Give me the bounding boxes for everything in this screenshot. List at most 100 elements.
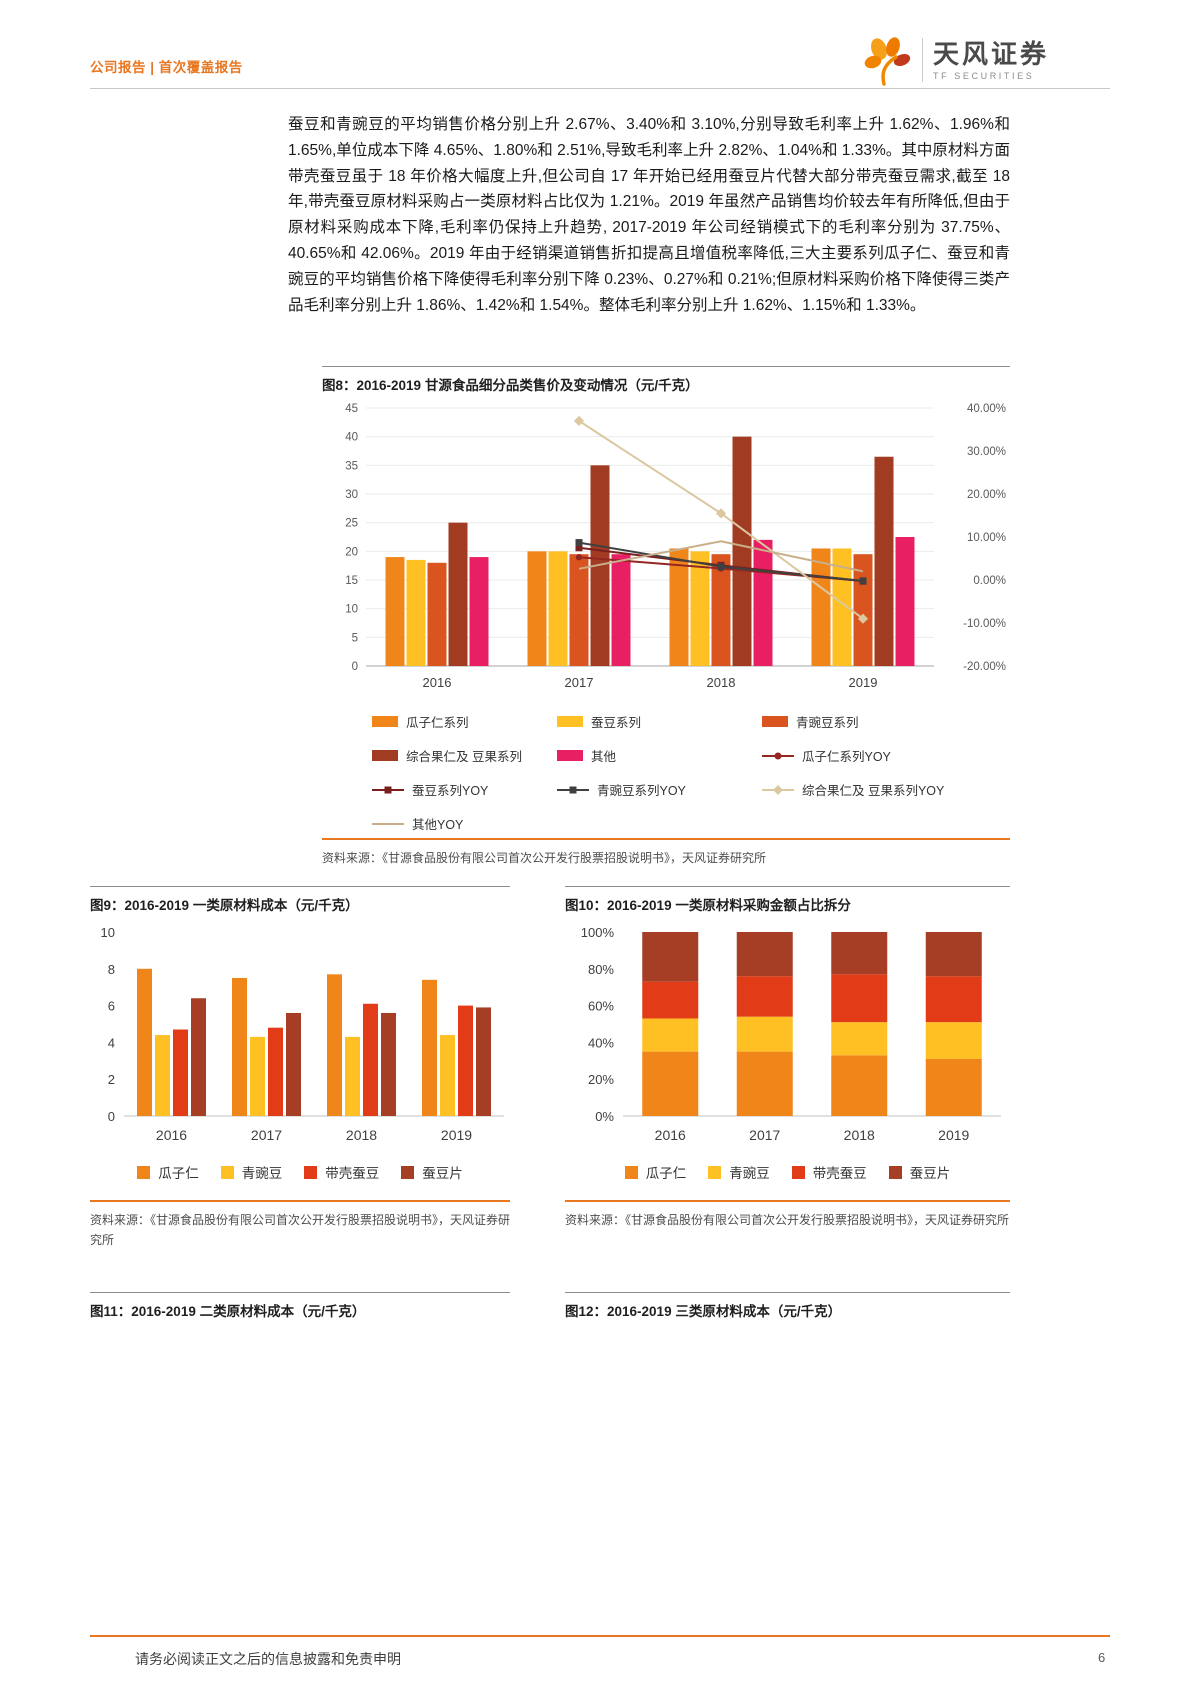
legend-item: 瓜子仁系列YOY [762, 746, 1012, 765]
legend-label: 瓜子仁 [645, 1166, 687, 1181]
svg-text:100%: 100% [581, 925, 615, 940]
legend-label: 蚕豆系列 [591, 716, 642, 730]
page-number: 6 [1098, 1650, 1106, 1665]
legend-label: 带壳蚕豆 [325, 1166, 380, 1181]
svg-text:0: 0 [352, 661, 358, 673]
fig10-chart: 0% 20% 40% 60% 80% 100% 2016 2017 2018 2019 [581, 925, 1001, 1143]
legend-label: 带壳蚕豆 [812, 1166, 867, 1181]
legend-swatch [791, 1165, 805, 1179]
legend-item: 带壳蚕豆 [304, 1162, 379, 1182]
legend-item: 综合果仁及 豆果系列YOY [762, 780, 1012, 799]
legend-item: 蚕豆系列 [557, 712, 762, 731]
fig10-legend: 瓜子仁 青豌豆 带壳蚕豆 蚕豆片 [565, 1162, 1010, 1182]
fig8-source-divider [322, 838, 1010, 840]
legend-item: 蚕豆片 [888, 1162, 951, 1182]
legend-label: 蚕豆系列YOY [412, 784, 489, 798]
legend-label: 瓜子仁系列 [406, 716, 469, 730]
legend-label: 其他 [591, 750, 617, 764]
legend-item: 瓜子仁 [624, 1162, 687, 1182]
svg-text:45: 45 [345, 403, 358, 415]
logo-divider [922, 38, 923, 82]
legend-item: 青豌豆系列YOY [557, 780, 762, 799]
legend-label: 瓜子仁 [158, 1166, 199, 1181]
legend-label: 蚕豆片 [909, 1166, 951, 1181]
legend-label: 其他YOY [412, 818, 464, 832]
legend-swatch [557, 716, 583, 727]
svg-text:10: 10 [345, 604, 358, 616]
legend-label: 青豌豆系列YOY [597, 784, 686, 798]
legend-line-swatch [372, 786, 404, 793]
fig8-chart: 0 5 10 15 20 25 30 35 40 45 -20.00% -10.00% 0.00% 10.… [345, 403, 1006, 690]
legend-label: 蚕豆片 [422, 1166, 463, 1181]
legend-line-swatch [372, 822, 404, 825]
legend-label: 青豌豆 [241, 1166, 283, 1181]
legend-label: 综合果仁及 豆果系列 [406, 750, 522, 764]
legend-label: 瓜子仁系列YOY [802, 750, 891, 764]
legend-item: 综合果仁及 豆果系列 [372, 746, 557, 765]
legend-label: 青豌豆 [729, 1166, 770, 1181]
legend-swatch [557, 750, 583, 761]
fig10-source-divider [565, 1200, 1010, 1202]
fig8-source: 资料来源：《甘源食品股份有限公司首次公开发行股票招股说明书》，天风证券研究所 [322, 851, 767, 865]
fig9-caption: 图9：2016-2019 一类原材料成本（元/千克） [90, 886, 510, 914]
brand-name: 天风证券 [933, 38, 1050, 69]
svg-text:2017: 2017 [749, 1127, 780, 1143]
tf-securities-logo: 天风证券 TF SECURITIES [860, 34, 1049, 86]
svg-text:5: 5 [352, 632, 358, 644]
fig9-source-divider [90, 1200, 510, 1202]
legend-swatch [372, 716, 398, 727]
svg-text:0%: 0% [595, 1109, 614, 1124]
tf-logo-flower-icon [864, 37, 911, 86]
legend-swatch [401, 1165, 415, 1179]
legend-swatch [624, 1165, 638, 1179]
svg-text:2016: 2016 [423, 675, 452, 690]
fig9-legend: 瓜子仁 青豌豆 带壳蚕豆 蚕豆片 [90, 1162, 510, 1182]
legend-item: 瓜子仁系列 [372, 712, 557, 731]
fig10-caption: 图10：2016-2019 一类原材料采购金额占比拆分 [565, 886, 1010, 914]
svg-text:40.00%: 40.00% [967, 403, 1006, 415]
svg-text:20: 20 [345, 546, 358, 558]
svg-text:2018: 2018 [346, 1127, 377, 1143]
svg-text:30.00%: 30.00% [967, 446, 1006, 458]
svg-text:2019: 2019 [441, 1127, 472, 1143]
legend-item: 其他YOY [372, 814, 557, 833]
svg-text:8: 8 [108, 962, 115, 977]
legend-swatch [762, 716, 788, 727]
report-type-label: 公司报告 | 首次覆盖报告 [90, 60, 243, 75]
legend-item: 蚕豆系列YOY [372, 780, 557, 799]
body-paragraph: 蚕豆和青豌豆的平均销售价格分别上升 2.67%、3.40%和 3.10%,分别导… [288, 116, 1010, 314]
svg-text:2019: 2019 [938, 1127, 969, 1143]
legend-item: 蚕豆片 [401, 1162, 463, 1182]
fig10-source: 资料来源：《甘源食品股份有限公司首次公开发行股票招股说明书》，天风证券研究所 [565, 1213, 1010, 1227]
fig12-caption: 图12：2016-2019 三类原材料成本（元/千克） [565, 1292, 1010, 1320]
legend-swatch [708, 1165, 722, 1179]
brand-subtitle: TF SECURITIES [933, 70, 1035, 81]
svg-text:20%: 20% [588, 1072, 614, 1087]
legend-item: 青豌豆 [708, 1162, 770, 1182]
svg-text:2016: 2016 [156, 1127, 187, 1143]
legend-item: 带壳蚕豆 [791, 1162, 867, 1182]
svg-text:4: 4 [108, 1035, 115, 1050]
svg-text:2016: 2016 [655, 1127, 686, 1143]
fig8-legend: 瓜子仁系列 蚕豆系列 青豌豆系列综合果仁及 豆果系列 其他 瓜子仁系列YOY 蚕豆系列YO… [372, 712, 1012, 833]
svg-text:2018: 2018 [844, 1127, 875, 1143]
svg-text:2: 2 [108, 1072, 115, 1087]
svg-text:2018: 2018 [707, 675, 736, 690]
footer-disclaimer: 请务必阅读正文之后的信息披露和免责申明 [135, 1651, 401, 1667]
fig9-chart: 0 2 4 6 8 10 2016 2017 2018 2019 [101, 925, 504, 1143]
legend-line-swatch [762, 784, 794, 795]
svg-text:80%: 80% [588, 962, 614, 977]
svg-text:30: 30 [345, 489, 358, 501]
svg-text:2017: 2017 [251, 1127, 282, 1143]
svg-text:2019: 2019 [849, 675, 878, 690]
svg-text:20.00%: 20.00% [967, 489, 1006, 501]
legend-item: 青豌豆 [220, 1162, 283, 1182]
svg-text:-10.00%: -10.00% [963, 618, 1006, 630]
svg-text:0.00%: 0.00% [973, 575, 1006, 587]
legend-swatch [372, 750, 398, 761]
legend-line-swatch [762, 752, 794, 759]
svg-text:60%: 60% [588, 999, 614, 1014]
svg-text:35: 35 [345, 460, 358, 472]
svg-text:25: 25 [345, 518, 358, 530]
legend-item: 青豌豆系列 [762, 712, 1012, 731]
